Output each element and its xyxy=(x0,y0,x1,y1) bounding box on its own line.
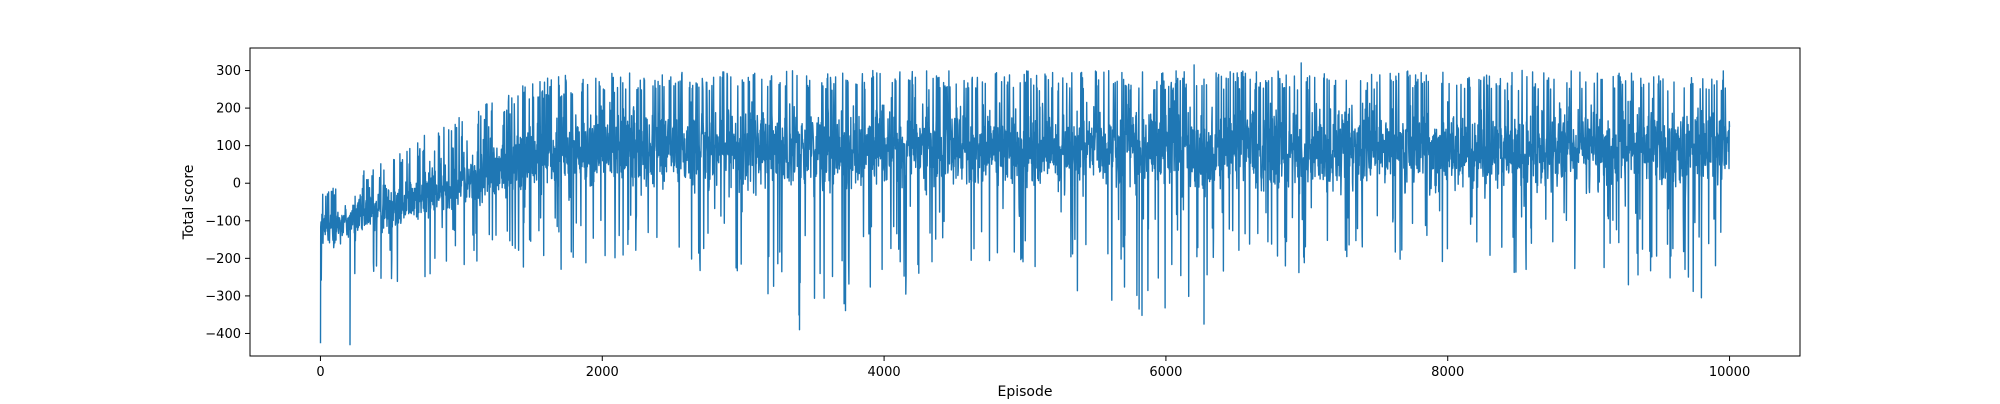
plot-frame xyxy=(249,47,1801,357)
y-tick-label: 100 xyxy=(216,139,241,154)
score-series-line xyxy=(319,62,1731,346)
x-tick-label: 4000 xyxy=(868,365,901,380)
x-tick-label: 2000 xyxy=(586,365,619,380)
x-tick-label: 10000 xyxy=(1709,365,1750,380)
y-tick-label: −400 xyxy=(205,327,241,342)
x-tick-label: 8000 xyxy=(1431,365,1464,380)
y-tick-label: 200 xyxy=(216,102,241,117)
y-tick-label: −300 xyxy=(205,289,241,304)
y-tick-label: −100 xyxy=(205,214,241,229)
y-tick-label: −200 xyxy=(205,252,241,267)
y-axis-label: Total score xyxy=(181,165,197,241)
x-tick-label: 0 xyxy=(316,365,324,380)
y-tick-label: 300 xyxy=(216,64,241,79)
x-tick-label: 6000 xyxy=(1149,365,1182,380)
series-layer xyxy=(319,62,1731,346)
x-axis-label: Episode xyxy=(998,384,1053,400)
y-tick-label: 0 xyxy=(233,177,241,192)
tick-layer: 0 2000 4000 6000 8000 10000 −400 −300 −200 −100 0 1… xyxy=(205,64,1750,380)
